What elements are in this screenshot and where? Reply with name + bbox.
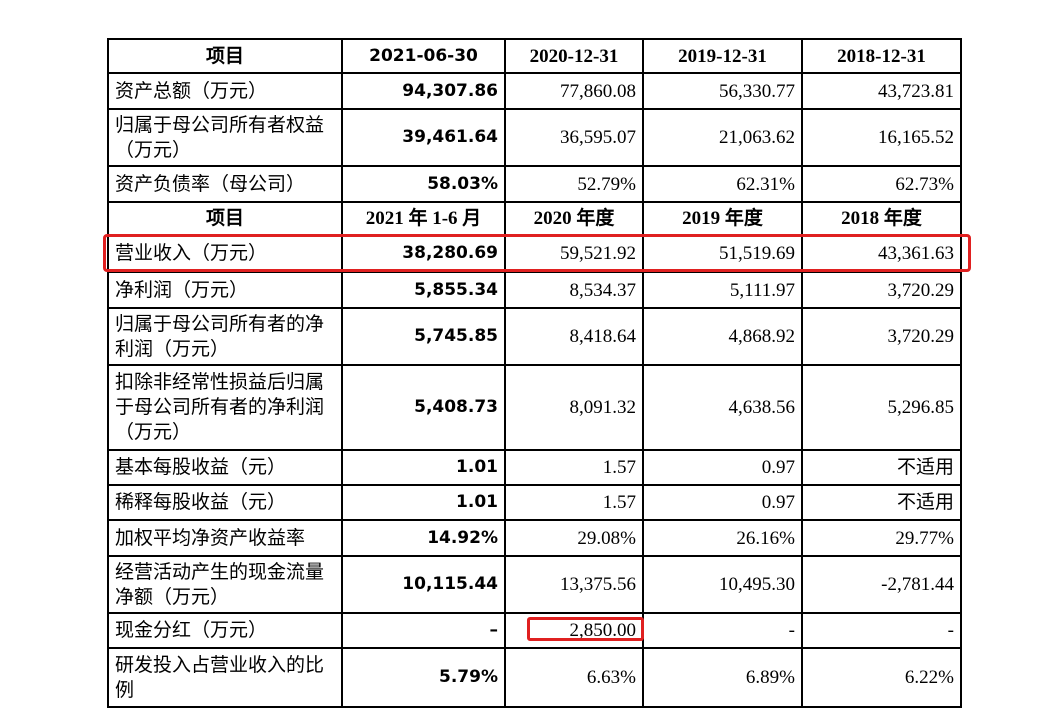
cell-value: 43,723.81 — [801, 72, 962, 110]
table-row: 净利润（万元） 5,855.34 8,534.37 5,111.97 3,720… — [107, 271, 962, 309]
row-label: 稀释每股收益（元） — [107, 484, 343, 521]
cell-value: 29.77% — [801, 519, 962, 557]
cell-value: 5.79% — [341, 647, 506, 708]
table-row: 经营活动产生的现金流量净额（万元） 10,115.44 13,375.56 10… — [107, 555, 962, 614]
header-cell: 项目 — [107, 201, 343, 236]
cell-value: 1.57 — [504, 449, 644, 486]
cell-value: 5,408.73 — [341, 364, 506, 451]
cell-value: 39,461.64 — [341, 108, 506, 167]
row-label: 扣除非经常性损益后归属于母公司所有者的净利润（万元） — [107, 364, 343, 451]
table-row: 现金分红（万元） – 2,850.00 - - — [107, 612, 962, 649]
table-row: 研发投入占营业收入的比例 5.79% 6.63% 6.89% 6.22% — [107, 647, 962, 708]
row-label: 加权平均净资产收益率 — [107, 519, 343, 557]
cell-value: -2,781.44 — [801, 555, 962, 614]
balance-header-row: 项目 2021-06-30 2020-12-31 2019-12-31 2018… — [107, 38, 962, 74]
table-row: 扣除非经常性损益后归属于母公司所有者的净利润（万元） 5,408.73 8,09… — [107, 364, 962, 451]
cell-value: 10,115.44 — [341, 555, 506, 614]
cell-value: 5,855.34 — [341, 271, 506, 309]
cell-value: 10,495.30 — [642, 555, 803, 614]
cell-value: 62.73% — [801, 165, 962, 203]
cell-value: 5,296.85 — [801, 364, 962, 451]
row-label: 营业收入（万元） — [107, 234, 343, 273]
row-label: 净利润（万元） — [107, 271, 343, 309]
cell-value: 4,868.92 — [642, 307, 803, 366]
cell-value: 51,519.69 — [642, 234, 803, 273]
header-cell: 项目 — [107, 38, 343, 74]
header-cell: 2019 年度 — [642, 201, 803, 236]
row-label: 资产总额（万元） — [107, 72, 343, 110]
table-row: 资产总额（万元） 94,307.86 77,860.08 56,330.77 4… — [107, 72, 962, 110]
cell-value: - — [642, 612, 803, 649]
header-cell: 2018-12-31 — [801, 38, 962, 74]
header-cell: 2018 年度 — [801, 201, 962, 236]
row-label: 研发投入占营业收入的比例 — [107, 647, 343, 708]
cell-value: 94,307.86 — [341, 72, 506, 110]
cell-value: 不适用 — [801, 484, 962, 521]
table-row: 归属于母公司所有者权益（万元） 39,461.64 36,595.07 21,0… — [107, 108, 962, 167]
cell-value: 0.97 — [642, 449, 803, 486]
cell-value: 52.79% — [504, 165, 644, 203]
table-row: 基本每股收益（元） 1.01 1.57 0.97 不适用 — [107, 449, 962, 486]
cell-value: 43,361.63 — [801, 234, 962, 273]
financial-summary-table: 项目 2021-06-30 2020-12-31 2019-12-31 2018… — [107, 38, 962, 708]
cell-value: 56,330.77 — [642, 72, 803, 110]
row-label: 资产负债率（母公司） — [107, 165, 343, 203]
income-header-row: 项目 2021 年 1-6 月 2020 年度 2019 年度 2018 年度 — [107, 201, 962, 236]
row-label: 基本每股收益（元） — [107, 449, 343, 486]
header-cell: 2020 年度 — [504, 201, 644, 236]
cell-value: 0.97 — [642, 484, 803, 521]
financial-table-container: 项目 2021-06-30 2020-12-31 2019-12-31 2018… — [107, 38, 962, 708]
cell-value: 6.22% — [801, 647, 962, 708]
cell-value: 2,850.00 — [504, 612, 644, 649]
cell-value: 5,745.85 — [341, 307, 506, 366]
cell-value: 不适用 — [801, 449, 962, 486]
cell-value: 14.92% — [341, 519, 506, 557]
cell-value: 8,534.37 — [504, 271, 644, 309]
table-row: 稀释每股收益（元） 1.01 1.57 0.97 不适用 — [107, 484, 962, 521]
cell-value: 62.31% — [642, 165, 803, 203]
cell-value: 6.89% — [642, 647, 803, 708]
row-label: 归属于母公司所有者的净利润（万元） — [107, 307, 343, 366]
row-label: 经营活动产生的现金流量净额（万元） — [107, 555, 343, 614]
cell-value: 38,280.69 — [341, 234, 506, 273]
cell-value: 6.63% — [504, 647, 644, 708]
cell-value: 1.01 — [341, 484, 506, 521]
cell-value: - — [801, 612, 962, 649]
table-row: 归属于母公司所有者的净利润（万元） 5,745.85 8,418.64 4,86… — [107, 307, 962, 366]
cell-value: 26.16% — [642, 519, 803, 557]
cell-value: – — [341, 612, 506, 649]
cell-value: 13,375.56 — [504, 555, 644, 614]
cell-value: 5,111.97 — [642, 271, 803, 309]
row-label: 归属于母公司所有者权益（万元） — [107, 108, 343, 167]
cell-value: 59,521.92 — [504, 234, 644, 273]
cell-value: 3,720.29 — [801, 271, 962, 309]
cell-value: 1.57 — [504, 484, 644, 521]
cell-value: 58.03% — [341, 165, 506, 203]
cell-value: 36,595.07 — [504, 108, 644, 167]
table-row-highlighted: 营业收入（万元） 38,280.69 59,521.92 51,519.69 4… — [107, 234, 962, 273]
cell-value: 21,063.62 — [642, 108, 803, 167]
cell-value: 3,720.29 — [801, 307, 962, 366]
cell-value: 1.01 — [341, 449, 506, 486]
cell-value: 8,091.32 — [504, 364, 644, 451]
cell-value: 8,418.64 — [504, 307, 644, 366]
header-cell: 2020-12-31 — [504, 38, 644, 74]
table-row: 资产负债率（母公司） 58.03% 52.79% 62.31% 62.73% — [107, 165, 962, 203]
header-cell: 2021 年 1-6 月 — [341, 201, 506, 236]
row-label: 现金分红（万元） — [107, 612, 343, 649]
header-cell: 2019-12-31 — [642, 38, 803, 74]
cell-value: 16,165.52 — [801, 108, 962, 167]
header-cell: 2021-06-30 — [341, 38, 506, 74]
cell-value: 29.08% — [504, 519, 644, 557]
cell-value: 77,860.08 — [504, 72, 644, 110]
cell-value: 4,638.56 — [642, 364, 803, 451]
table-row: 加权平均净资产收益率 14.92% 29.08% 26.16% 29.77% — [107, 519, 962, 557]
